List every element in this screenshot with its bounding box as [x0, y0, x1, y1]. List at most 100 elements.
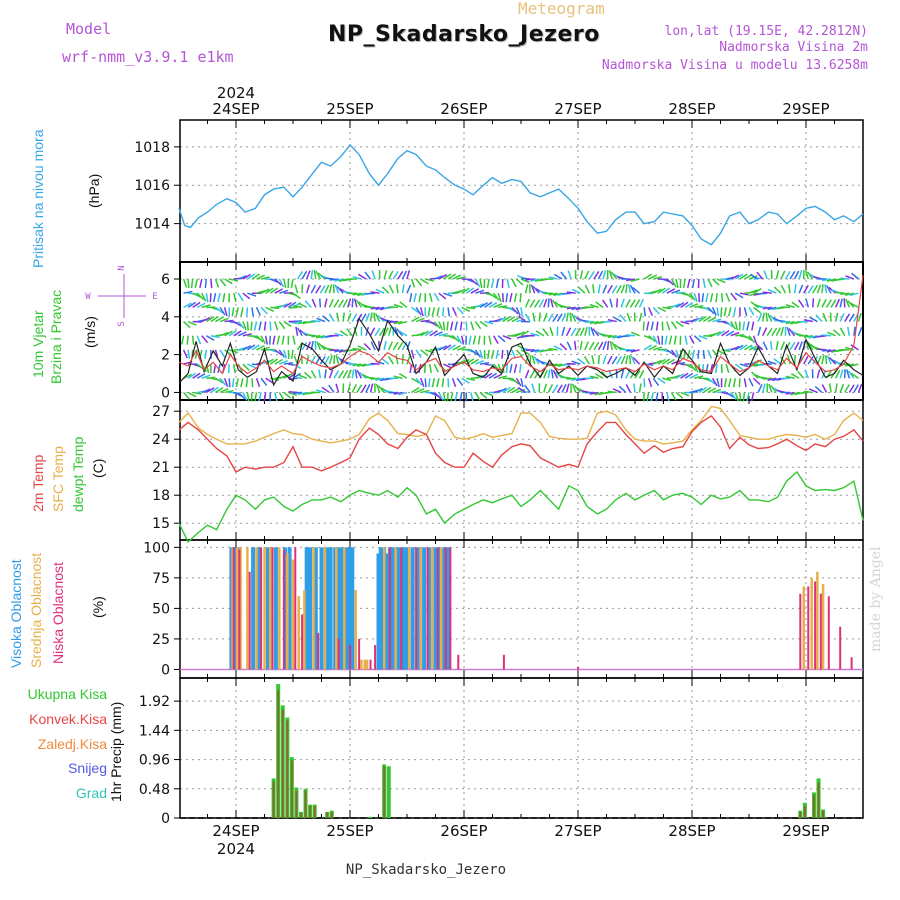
wind-arrow [590, 326, 595, 336]
wind-arrow [318, 298, 322, 308]
wind-arrow [638, 369, 645, 379]
precip-convective-bar [286, 720, 289, 818]
wind-arrow [825, 285, 832, 294]
cloud-bar [410, 547, 415, 670]
cloud-bar [273, 547, 278, 670]
wind-arrow [629, 285, 636, 294]
cloud-bar [232, 547, 235, 670]
wind-arrow [560, 271, 568, 280]
wind-arrow [571, 306, 581, 311]
wind-arrow [224, 389, 234, 394]
wind-arrow [370, 377, 380, 380]
panel-temperature: 15 18 21 24 27 [152, 399, 864, 541]
wind-arrow [418, 363, 422, 374]
wind-arrow [620, 369, 625, 379]
wind-arrow [584, 320, 595, 324]
wind-arrow [620, 298, 625, 308]
wind-arrow [597, 284, 601, 294]
wind-arrow [524, 298, 530, 308]
wind-arrow [698, 335, 708, 340]
bottom-date-label: 26SEP [440, 822, 487, 840]
wind-arrow [210, 315, 219, 323]
wind-arrow [589, 320, 599, 325]
wind-arrow [748, 289, 758, 294]
wind-arrow [438, 273, 448, 280]
cloud-bar [328, 547, 333, 670]
wind-arrow [214, 278, 220, 288]
wind-arrow [187, 349, 191, 359]
wind-arrow [835, 291, 845, 294]
wind-arrow [661, 287, 671, 294]
wind-arrow [715, 293, 718, 303]
wind-arrow [652, 359, 662, 365]
wind-arrow [684, 335, 688, 345]
wind-arrow [625, 384, 632, 393]
precip-convective-bar [304, 790, 307, 818]
wind-arrow [293, 320, 303, 324]
wind-arrow [730, 391, 737, 401]
wind-arrow [748, 275, 758, 280]
wind-arrow [269, 321, 272, 331]
wind-arrow [205, 387, 215, 394]
wind-arrow [392, 341, 399, 351]
wind-arrow [336, 312, 340, 322]
wind-arrow [296, 271, 304, 280]
wind-arrow [547, 369, 551, 379]
wind-arrow [553, 363, 563, 368]
cloud-bar [827, 596, 830, 670]
cloud-bar [839, 626, 842, 670]
wind-arrow [219, 278, 227, 287]
wind-arrow [589, 375, 599, 379]
wind-arrow [311, 334, 321, 338]
wind-arrow [242, 392, 248, 401]
wind-arrow [602, 284, 608, 294]
wind-arrow [393, 320, 403, 325]
wind-arrow [424, 330, 434, 337]
wind-arrow [194, 278, 198, 288]
wind-arrow [409, 293, 413, 303]
wind-arrow [223, 378, 229, 387]
cloud-bar [436, 547, 439, 670]
wind-arrow [652, 288, 662, 294]
wind-arrow [720, 307, 723, 317]
wind-arrow [213, 293, 217, 303]
cloud-bar [419, 547, 422, 670]
wind-arrow [383, 270, 388, 280]
wind-arrow [337, 299, 345, 308]
wind-arrow [857, 383, 863, 393]
wind-arrow [621, 348, 631, 351]
wind-arrow [351, 313, 358, 322]
wind-arrow [228, 349, 238, 354]
wind-arrow [434, 275, 444, 280]
wind-arrow [716, 330, 726, 337]
wind-arrow [263, 392, 267, 402]
wind-arrow [397, 341, 404, 351]
wind-arrow [534, 370, 541, 379]
wind-arrow [734, 344, 744, 351]
legend-freezing-rain: Zaledj.Kisa [37, 736, 107, 752]
wind-arrow [347, 349, 357, 352]
wind-arrow [449, 321, 454, 331]
precip-convective-bar [281, 709, 284, 818]
wind-arrow [720, 293, 724, 303]
wind-arrow [520, 330, 529, 337]
wind-arrow [479, 391, 488, 399]
wind-arrow [316, 389, 326, 394]
wind-arrow [260, 306, 268, 315]
wind-arrow [701, 293, 705, 303]
wind-arrow [388, 341, 394, 351]
wind-arrow [543, 349, 553, 352]
wind-arrow [566, 306, 576, 310]
cloud-bar [231, 547, 234, 670]
cloud-bar [850, 657, 853, 670]
wind-arrow [479, 349, 484, 359]
wind-arrow [255, 307, 262, 316]
wind-arrow [643, 307, 647, 317]
cloud-bar [235, 547, 239, 670]
wind-arrow [238, 275, 247, 280]
wind-arrow [822, 334, 832, 337]
wind-arrow [470, 392, 474, 402]
wind-arrow [816, 298, 821, 308]
wind-arrow [845, 275, 855, 280]
cloud-bar [255, 547, 258, 670]
